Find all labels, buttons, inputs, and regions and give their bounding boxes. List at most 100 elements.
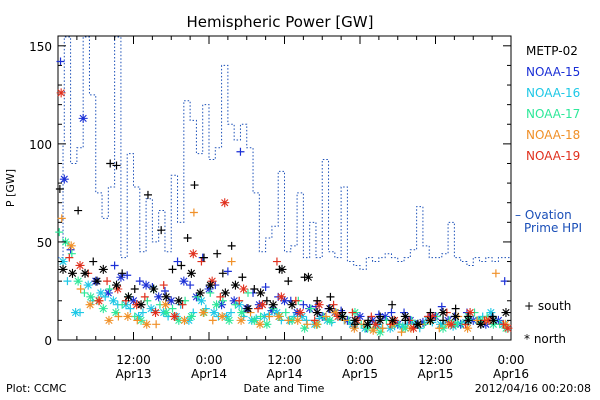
north-point [220,288,230,298]
north-point [116,272,126,282]
south-point [143,190,152,199]
north-point [220,198,230,208]
y-tick-label: 50 [37,236,52,250]
north-point [293,315,303,325]
north-point [112,280,122,290]
south-point [284,277,293,286]
y-tick-label: 0 [44,334,52,348]
south-point [254,304,263,313]
north-point [350,315,360,325]
x-tick-label-time: 0:00 [347,353,374,367]
north-point [161,308,171,318]
south-point [65,253,74,262]
north-point [86,292,96,302]
north-point [230,280,240,290]
chart-title: Hemispheric Power [GW] [187,13,374,31]
legend: METP-02 NOAA-15 NOAA-16 NOAA-17 NOAA-18 NOAA-… [526,44,580,163]
north-point [375,327,385,337]
south-point [133,316,142,325]
north-point [151,308,161,318]
north-point [149,284,159,294]
north-point [325,315,335,325]
north-point [104,315,114,325]
north-point [113,284,123,294]
south-point [272,257,281,266]
ovation-label-line1: – Ovation [515,208,572,222]
north-point [408,323,418,333]
north-point [58,264,68,274]
x-tick-label-date: Apr16 [493,367,529,381]
south-point [190,181,199,190]
south-point [306,304,315,313]
north-point [463,315,473,325]
south-point [310,316,319,325]
legend-entry: NOAA-15 [526,65,580,79]
south-point [63,277,72,286]
north-point [66,241,76,251]
x-tick-label-time: 0:00 [498,353,525,367]
south-point [55,184,64,193]
south-point [329,300,338,309]
north-point [58,257,68,267]
south-point [326,292,335,301]
south-point [118,300,127,309]
north-point [236,315,246,325]
south-point [437,302,446,311]
north-point [179,315,189,325]
south-point [114,312,123,321]
north-point [73,276,83,286]
south-point [152,320,161,329]
north-point [217,311,227,321]
north-point [59,174,69,184]
north-point [476,319,486,329]
south-point [173,257,182,266]
north-point [312,319,322,329]
south-point [227,241,236,250]
north-point [186,311,196,321]
south-point [135,277,144,286]
south-point [159,281,168,290]
y-tick-label: 100 [29,138,52,152]
north-point [166,296,176,306]
south-point [231,300,240,309]
x-tick-label-date: Apr14 [191,367,227,381]
north-point [174,315,184,325]
north-point [141,280,151,290]
south-point [186,281,195,290]
north-point [188,249,198,259]
south-point [177,261,186,270]
x-axis: 12:00Apr130:00Apr1412:00Apr140:00Apr1512… [76,36,529,381]
north-point [179,276,189,286]
north-point [425,315,435,325]
north-point [256,288,266,298]
south-point [216,292,225,301]
south-point [123,271,132,280]
north-point [229,296,239,306]
south-point [157,226,166,235]
legend-entry: NOAA-18 [526,128,580,142]
south-point [199,253,208,262]
north-point [123,292,133,302]
north-point [400,323,410,333]
south-point [262,296,271,305]
y-axis-label: P [GW] [4,169,17,207]
data-layer [55,36,513,337]
south-point [388,300,397,309]
south-point [223,267,232,276]
north-point [375,315,385,325]
south-point [76,285,85,294]
north-point [295,308,305,318]
series-noaa-15 [56,57,509,333]
south-marker-legend: + south [524,299,571,313]
series-noaa-19 [56,88,513,333]
north-point [78,113,88,123]
north-point [436,319,446,329]
north-point [75,260,85,270]
north-point [303,272,313,282]
north-point [267,306,277,316]
legend-entry: NOAA-16 [526,86,580,100]
legend-entry: NOAA-17 [526,107,580,121]
north-point [272,308,282,318]
north-point [174,296,184,306]
